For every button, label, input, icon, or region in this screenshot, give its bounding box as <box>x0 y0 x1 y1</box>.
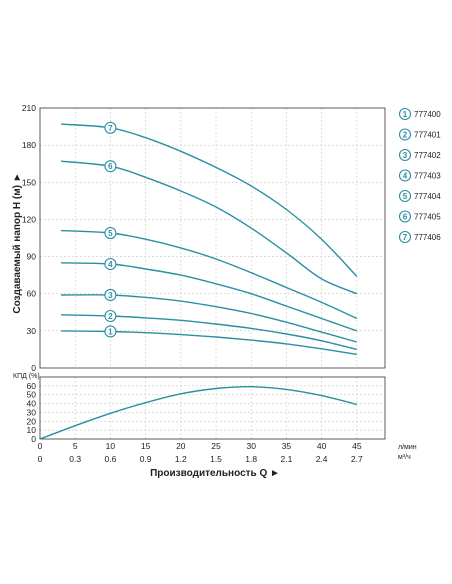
efficiency-curves <box>39 385 357 440</box>
legend-badge-6 <box>398 210 412 223</box>
x-tick-label-m3h: 0.9 <box>140 454 152 464</box>
curve-badges: 1 2 3 4 5 6 7 <box>104 121 117 338</box>
x-tick-label: 0 <box>38 441 43 451</box>
x-tick-label-m3h: 0 <box>38 454 43 464</box>
curve-badge-label: 1 <box>108 327 113 336</box>
legend-entry-777402: 777402 <box>414 151 441 160</box>
x-unit-m3h: м³/ч <box>398 454 411 461</box>
curve-badge-label: 7 <box>108 124 113 133</box>
x-tick-label-m3h: 1.5 <box>210 454 222 464</box>
x-tick-label-m3h: 1.8 <box>245 454 257 464</box>
legend-badge-label: 6 <box>403 213 408 222</box>
x-tick-label-m3h: 2.4 <box>316 454 328 464</box>
y-tick-label: 90 <box>27 252 37 262</box>
y-tick-label: 210 <box>22 103 36 113</box>
legend-badge-3 <box>398 148 412 162</box>
legend-badge-label: 4 <box>403 172 408 181</box>
curve-badge-1 <box>104 325 117 338</box>
head-curve-777405 <box>61 160 358 295</box>
curve-badge-3 <box>104 288 117 302</box>
head-curves <box>61 123 358 356</box>
efficiency-axis-label: КПД (%) <box>13 373 40 380</box>
legend-badge-label: 5 <box>403 192 408 201</box>
x-tick-label-m3h: 0.3 <box>69 454 81 464</box>
x-tick-label: 10 <box>106 441 116 451</box>
y-tick-label: 60 <box>27 289 37 299</box>
x-tick-label: 40 <box>317 441 327 451</box>
eff-y-tick-label: 20 <box>27 416 37 426</box>
eff-y-tick-label: 60 <box>27 381 37 391</box>
eff-y-tick-label: 30 <box>27 407 37 417</box>
y-axis-title: Создаваемый напор H (м) ► <box>12 172 23 313</box>
head-curve-777401 <box>61 314 357 351</box>
legend-badge-7 <box>398 230 412 244</box>
x-unit-lpm: л/мин <box>398 444 417 451</box>
legend-badge-5 <box>398 189 412 203</box>
legend: 1 777400 2 777401 3 777402 4 777403 5 777404 6 7774… <box>398 107 441 244</box>
curve-badge-label: 3 <box>108 291 113 300</box>
legend-badge-label: 1 <box>403 110 408 119</box>
legend-entry-777404: 777404 <box>414 192 441 201</box>
x-tick-label: 45 <box>352 441 362 451</box>
x-tick-label: 20 <box>176 441 186 451</box>
curve-badge-2 <box>104 309 117 323</box>
legend-entry-777401: 777401 <box>414 131 441 140</box>
head-curve-777406 <box>61 123 358 277</box>
tick-labels: 030609012015018021001020304050600050.310… <box>22 103 363 464</box>
eff-y-tick-label: 10 <box>27 425 37 435</box>
curve-badge-label: 6 <box>108 162 113 171</box>
curve-badge-7 <box>104 121 117 134</box>
curve-badge-4 <box>104 257 117 271</box>
x-tick-label: 15 <box>141 441 151 451</box>
y-tick-label: 120 <box>22 214 36 224</box>
eff-y-tick-label: 0 <box>31 434 36 444</box>
x-tick-label-m3h: 2.7 <box>351 454 363 464</box>
head-curve-777402 <box>61 294 357 343</box>
curve-badge-5 <box>104 226 117 240</box>
x-tick-label: 30 <box>246 441 256 451</box>
curve-badge-6 <box>104 160 117 173</box>
legend-badge-4 <box>398 169 412 182</box>
x-tick-label: 35 <box>282 441 292 451</box>
head-curve-777404 <box>61 229 358 320</box>
efficiency-chart-grid <box>39 376 386 440</box>
x-tick-label-m3h: 2.1 <box>281 454 293 464</box>
x-tick-label-m3h: 0.6 <box>104 454 116 464</box>
curve-badge-label: 5 <box>108 229 113 238</box>
legend-badge-label: 7 <box>403 233 408 242</box>
efficiency-curve <box>39 385 357 440</box>
legend-entry-777403: 777403 <box>414 172 441 181</box>
y-tick-label: 150 <box>22 177 36 187</box>
curve-badge-label: 4 <box>108 260 113 269</box>
x-tick-label: 25 <box>211 441 221 451</box>
eff-y-tick-label: 40 <box>27 399 37 409</box>
legend-entry-777406: 777406 <box>414 233 441 242</box>
y-tick-label: 0 <box>31 363 36 373</box>
legend-badge-label: 2 <box>403 131 408 140</box>
legend-entry-777405: 777405 <box>414 213 441 222</box>
head-chart-grid <box>39 107 386 369</box>
legend-badge-1 <box>398 107 412 121</box>
x-axis-title: Производительность Q ► <box>150 468 280 479</box>
y-tick-label: 180 <box>22 140 36 150</box>
legend-badge-label: 3 <box>403 151 408 160</box>
x-tick-label-m3h: 1.2 <box>175 454 187 464</box>
head-curve-777403 <box>61 262 358 332</box>
y-tick-label: 30 <box>27 326 37 336</box>
eff-y-tick-label: 50 <box>27 390 37 400</box>
head-frame <box>39 107 386 369</box>
head-curve-777400 <box>61 330 357 356</box>
eff-frame <box>39 376 386 440</box>
x-tick-label: 5 <box>73 441 78 451</box>
legend-entry-777400: 777400 <box>414 110 441 119</box>
curve-badge-label: 2 <box>108 312 113 321</box>
legend-badge-2 <box>398 128 412 141</box>
